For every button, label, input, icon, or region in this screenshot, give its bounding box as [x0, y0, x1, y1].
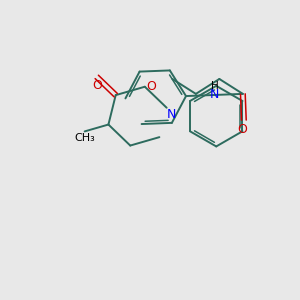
Text: O: O [237, 123, 247, 136]
Text: O: O [92, 79, 102, 92]
Text: H: H [211, 81, 218, 91]
Text: CH₃: CH₃ [74, 133, 95, 143]
Text: O: O [146, 80, 156, 93]
Text: N: N [167, 107, 177, 121]
Text: N: N [210, 88, 219, 101]
